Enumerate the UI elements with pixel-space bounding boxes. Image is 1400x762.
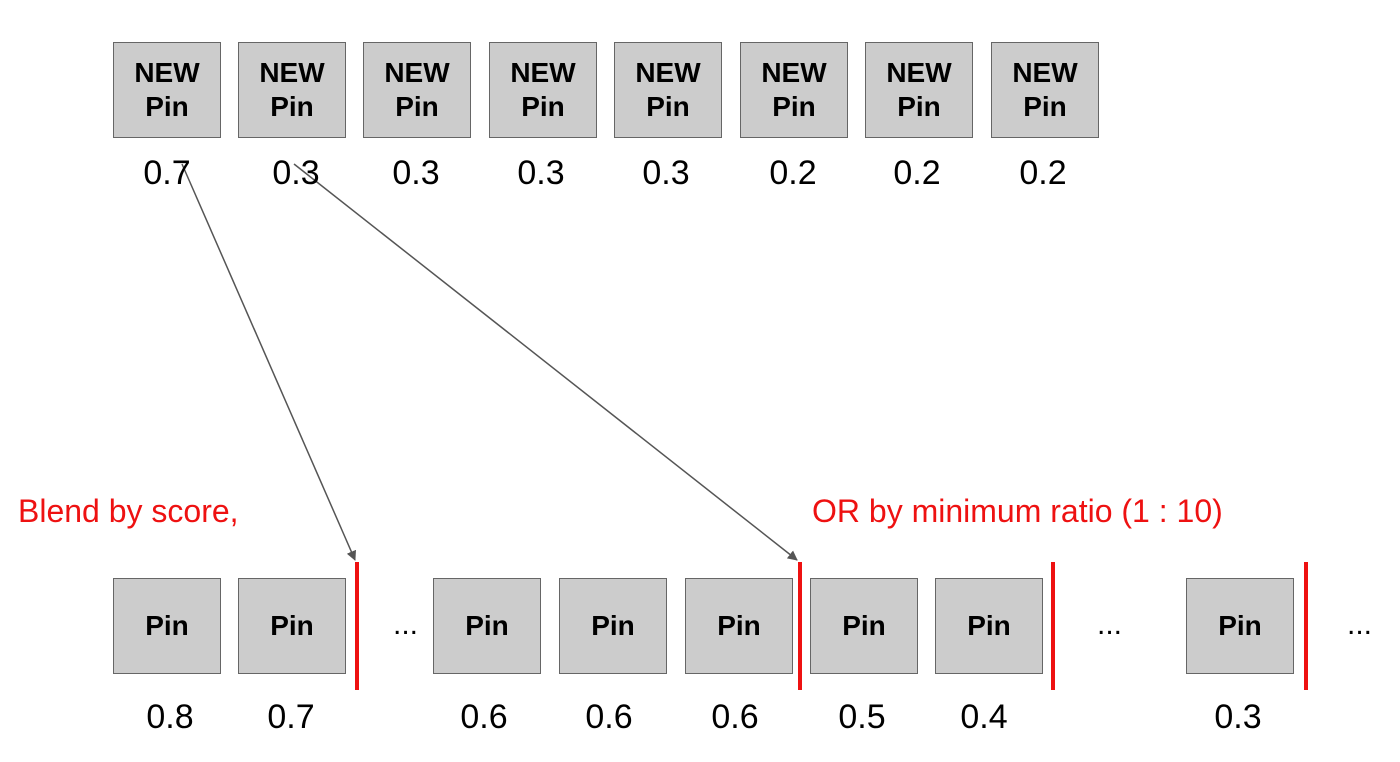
new-pin-box: NEW Pin <box>991 42 1099 138</box>
min-ratio-label: OR by minimum ratio (1 : 10) <box>812 493 1223 529</box>
new-pin-box: NEW Pin <box>113 42 221 138</box>
new-pin-line2: Pin <box>145 91 189 122</box>
new-pin-line2: Pin <box>646 91 690 122</box>
pin-score: 0.8 <box>146 698 194 736</box>
pin-label: Pin <box>842 610 886 641</box>
new-pin-line2: Pin <box>772 91 816 122</box>
new-pin-box: NEW Pin <box>363 42 471 138</box>
new-pin-line1: NEW <box>761 57 827 88</box>
pin-score: 0.6 <box>460 698 508 736</box>
pin-label: Pin <box>591 610 635 641</box>
new-pin-score: 0.3 <box>642 154 690 192</box>
pin-box: Pin <box>238 578 346 674</box>
ratio-marker <box>1304 562 1308 690</box>
pin-label: Pin <box>145 610 189 641</box>
blend-by-score-label: Blend by score, <box>18 493 239 529</box>
new-pin-line1: NEW <box>1012 57 1078 88</box>
new-pin-line1: NEW <box>510 57 576 88</box>
new-pin-score: 0.2 <box>1019 154 1067 192</box>
new-pin-box: NEW Pin <box>865 42 973 138</box>
ratio-marker <box>1051 562 1055 690</box>
new-pin-line2: Pin <box>395 91 439 122</box>
new-pin-line1: NEW <box>384 57 450 88</box>
new-pin-score: 0.7 <box>143 154 191 192</box>
new-pin-box: NEW Pin <box>238 42 346 138</box>
new-pin-score: 0.2 <box>769 154 817 192</box>
new-pin-line2: Pin <box>897 91 941 122</box>
ellipsis: ... <box>393 608 419 641</box>
pin-box: Pin <box>685 578 793 674</box>
pin-label: Pin <box>270 610 314 641</box>
pin-box: Pin <box>113 578 221 674</box>
new-pin-line1: NEW <box>259 57 325 88</box>
new-pin-score: 0.3 <box>272 154 320 192</box>
new-pin-box: NEW Pin <box>740 42 848 138</box>
pin-box: Pin <box>810 578 918 674</box>
new-pin-line2: Pin <box>270 91 314 122</box>
ellipsis: ... <box>1347 608 1373 641</box>
pin-score: 0.7 <box>267 698 315 736</box>
pin-score: 0.3 <box>1214 698 1262 736</box>
pin-box: Pin <box>935 578 1043 674</box>
pin-box: Pin <box>559 578 667 674</box>
arrow-new-pin-2-to-slot <box>293 163 798 561</box>
insertion-marker <box>355 562 359 690</box>
insertion-marker <box>798 562 802 690</box>
new-pin-box: NEW Pin <box>489 42 597 138</box>
new-pin-line2: Pin <box>1023 91 1067 122</box>
new-pin-line2: Pin <box>521 91 565 122</box>
pin-label: Pin <box>1218 610 1262 641</box>
new-pin-line1: NEW <box>635 57 701 88</box>
new-pin-line1: NEW <box>886 57 952 88</box>
pin-label: Pin <box>717 610 761 641</box>
pin-score: 0.5 <box>838 698 886 736</box>
new-pin-box: NEW Pin <box>614 42 722 138</box>
arrow-new-pin-1-to-slot <box>181 163 356 561</box>
pin-score: 0.6 <box>711 698 759 736</box>
pin-score: 0.4 <box>960 698 1008 736</box>
ellipsis: ... <box>1097 608 1123 641</box>
new-pin-score: 0.2 <box>893 154 941 192</box>
pin-label: Pin <box>465 610 509 641</box>
pin-box: Pin <box>1186 578 1294 674</box>
pin-score: 0.6 <box>585 698 633 736</box>
new-pin-score: 0.3 <box>392 154 440 192</box>
new-pin-line1: NEW <box>134 57 200 88</box>
new-pin-score: 0.3 <box>517 154 565 192</box>
pin-box: Pin <box>433 578 541 674</box>
pin-label: Pin <box>967 610 1011 641</box>
